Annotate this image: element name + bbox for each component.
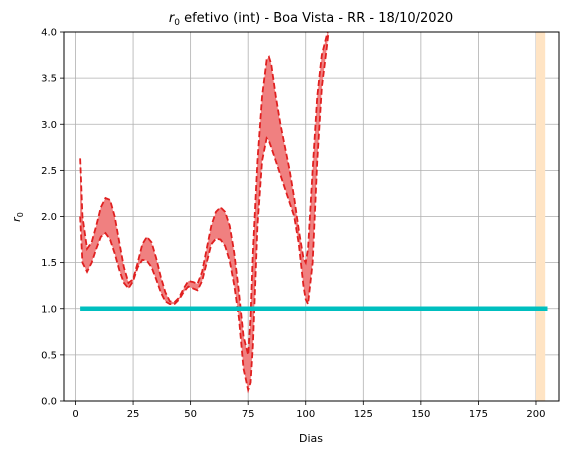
chart-title: r0 efetivo (int) - Boa Vista - RR - 18/1… bbox=[169, 11, 453, 28]
x-axis-label: Dias bbox=[299, 432, 323, 445]
y-tick-label-3: 1.5 bbox=[41, 258, 57, 269]
y-tick-label-6: 3.0 bbox=[41, 120, 57, 131]
y-tick-label-0: 0.0 bbox=[41, 397, 57, 408]
highlight-span-layer bbox=[536, 32, 545, 401]
y-tick-label-7: 3.5 bbox=[41, 74, 57, 85]
y-tick-label-8: 4.0 bbox=[41, 28, 57, 39]
x-tick-label-7: 175 bbox=[469, 409, 488, 420]
highlight-span bbox=[536, 32, 545, 401]
y-tick-label-4: 2.0 bbox=[41, 212, 57, 223]
y-axis-label: r0 bbox=[10, 212, 25, 222]
x-tick-label-4: 100 bbox=[296, 409, 315, 420]
x-tick-label-8: 200 bbox=[526, 409, 545, 420]
x-ticks: 0 25 50 75 100 125 150 175 200 bbox=[72, 401, 545, 420]
x-tick-label-1: 25 bbox=[127, 409, 140, 420]
x-tick-label-2: 50 bbox=[184, 409, 197, 420]
series-lower-line bbox=[80, 30, 329, 390]
x-tick-label-6: 150 bbox=[411, 409, 430, 420]
y-ticks: 0.0 0.5 1.0 1.5 2.0 2.5 3.0 3.5 4.0 bbox=[41, 28, 64, 408]
y-tick-label-5: 2.5 bbox=[41, 166, 57, 177]
y-tick-label-1: 0.5 bbox=[41, 350, 57, 361]
band-layer bbox=[80, 27, 329, 390]
y-tick-label-2: 1.0 bbox=[41, 304, 57, 315]
x-tick-label-5: 125 bbox=[354, 409, 373, 420]
x-tick-label-0: 0 bbox=[72, 409, 78, 420]
confidence-band bbox=[80, 27, 329, 390]
x-tick-label-3: 75 bbox=[242, 409, 255, 420]
